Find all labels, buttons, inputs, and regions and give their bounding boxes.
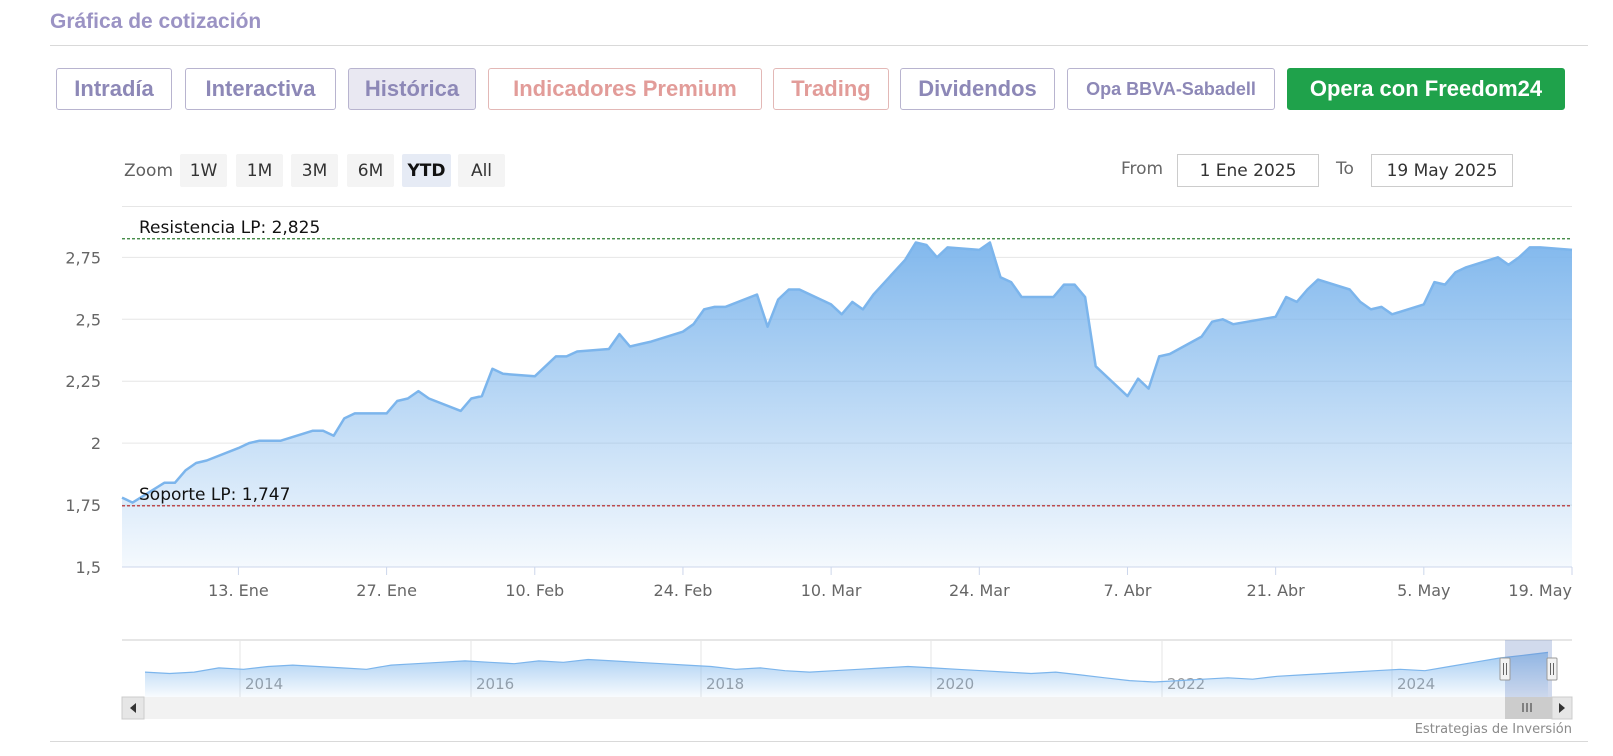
navigator-line (144, 651, 1549, 683)
navigator-left-handle[interactable] (1499, 657, 1511, 681)
x-tick-label: 24. Feb (654, 581, 713, 600)
y-tick-label: 1,5 (76, 558, 101, 577)
y-tick-label: 2,75 (65, 248, 101, 267)
x-tick-label: 27. Ene (356, 581, 417, 600)
x-tick-label: 7. Abr (1103, 581, 1151, 600)
bottom-divider (50, 741, 1588, 742)
y-tick-label: 2,25 (65, 372, 101, 391)
zoom-1m-button[interactable]: 1M (236, 154, 283, 187)
zoom-label: Zoom (124, 161, 174, 181)
x-tick-label: 19. May (1508, 581, 1572, 600)
from-date-input[interactable]: 1 Ene 2025 (1177, 154, 1319, 187)
y-tick-label: 2 (91, 434, 101, 453)
price-line[interactable] (121, 241, 1573, 504)
y-tick-label: 2,5 (76, 310, 101, 329)
x-tick-label: 10. Mar (801, 581, 862, 600)
to-label: To (1336, 159, 1354, 179)
from-label: From (1121, 159, 1164, 179)
chart-top-divider (122, 206, 1572, 207)
arrow-left-icon (130, 703, 136, 713)
navigator-scrollbar[interactable] (122, 697, 1572, 719)
navigator-right-handle[interactable] (1546, 657, 1558, 681)
x-tick-label: 21. Abr (1247, 581, 1306, 600)
tab-opa-bbva-sabadell[interactable]: Opa BBVA-Sabadell (1067, 68, 1275, 110)
y-tick-label: 1,75 (65, 496, 101, 515)
x-tick-label: 13. Ene (208, 581, 269, 600)
navigator-area (145, 652, 1548, 697)
zoom-all-button[interactable]: All (458, 154, 505, 187)
resistance-label: Resistencia LP: 2,825 (139, 218, 320, 238)
section-title: Gráfica de cotización (50, 10, 262, 33)
tab-interactiva[interactable]: Interactiva (185, 68, 336, 110)
freedom24-button[interactable]: Opera con Freedom24 (1287, 68, 1565, 110)
zoom-ytd-button[interactable]: YTD (402, 154, 451, 187)
tab-indicadores-premium[interactable]: Indicadores Premium (488, 68, 762, 110)
zoom-1w-button[interactable]: 1W (180, 154, 227, 187)
tab-dividendos[interactable]: Dividendos (900, 68, 1055, 110)
tab-trading[interactable]: Trading (773, 68, 889, 110)
zoom-3m-button[interactable]: 3M (291, 154, 338, 187)
title-divider (50, 45, 1588, 46)
x-tick-label: 10. Feb (505, 581, 564, 600)
tab-historica[interactable]: Histórica (348, 68, 476, 110)
zoom-6m-button[interactable]: 6M (347, 154, 394, 187)
support-label: Soporte LP: 1,747 (139, 485, 290, 505)
scrollbar-thumb[interactable] (1505, 697, 1552, 719)
x-tick-label: 24. Mar (949, 581, 1010, 600)
to-date-input[interactable]: 19 May 2025 (1371, 154, 1513, 187)
tab-intradia[interactable]: Intradía (56, 68, 172, 110)
price-area (122, 242, 1572, 567)
chart-credit[interactable]: Estrategias de Inversión (1414, 722, 1572, 737)
navigator-selection[interactable] (1505, 640, 1552, 697)
x-tick-label: 5. May (1397, 581, 1450, 600)
arrow-right-icon (1559, 703, 1565, 713)
